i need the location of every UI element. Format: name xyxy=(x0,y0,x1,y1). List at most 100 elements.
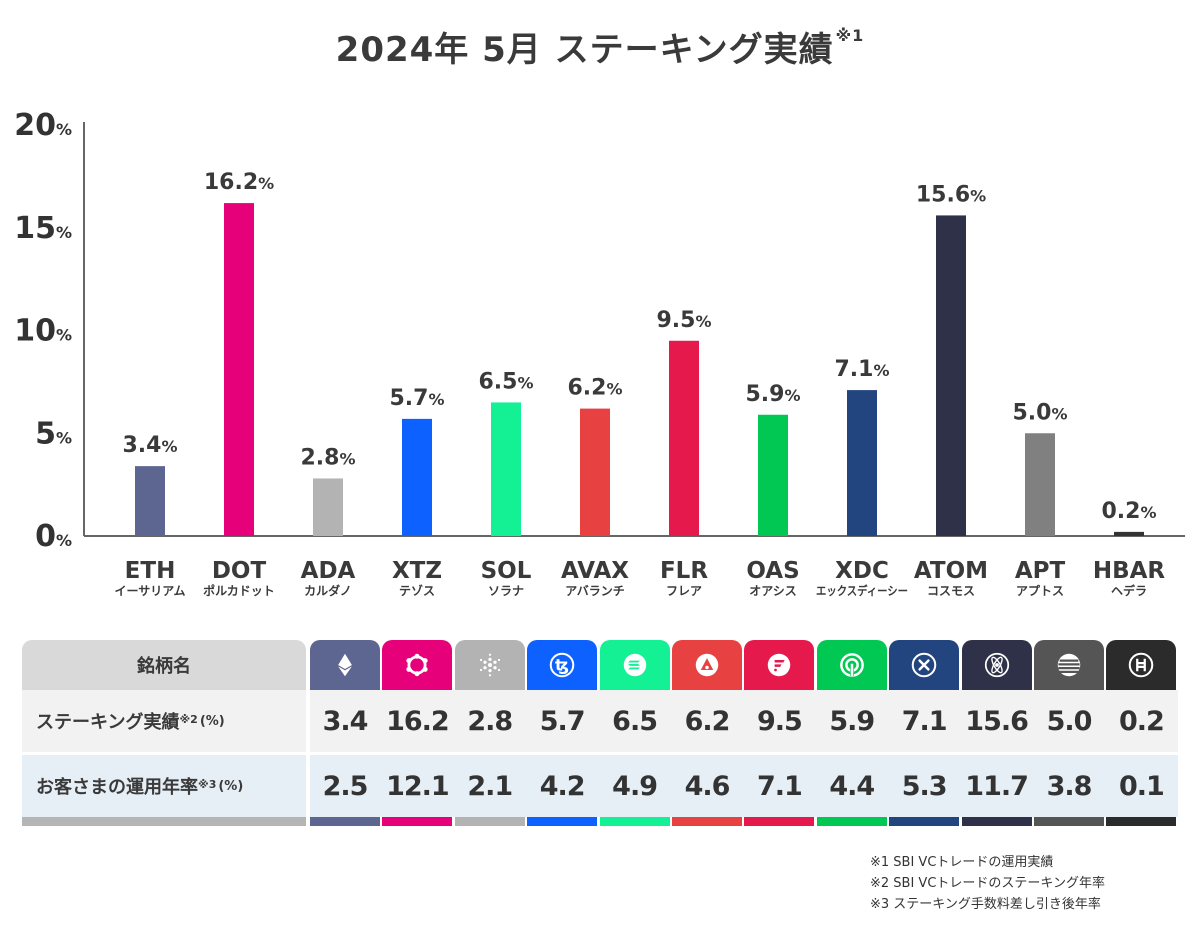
coin-header-flr xyxy=(744,640,815,690)
coin-column-ada: 2.8 2.1 xyxy=(454,640,525,826)
value-label-unit: % xyxy=(517,373,533,392)
coin-footer-xtz xyxy=(527,817,598,826)
staking-value-atom: 15.6 xyxy=(965,705,1029,737)
x-tick-label-apt: APT xyxy=(1015,558,1066,584)
annual-value-atom: 11.7 xyxy=(965,770,1029,802)
coin-footer-ada xyxy=(454,817,525,826)
staking-value-flr: 9.5 xyxy=(756,705,803,737)
value-label-unit: % xyxy=(970,186,986,205)
coin-footer-eth xyxy=(310,817,380,826)
tezos-icon: ꜩ xyxy=(549,652,575,678)
row-label-annual-mark: ※3 xyxy=(198,777,217,791)
row-background-annual xyxy=(310,755,1178,817)
coin-footer-atom xyxy=(961,817,1032,826)
bar-sol xyxy=(491,402,521,536)
annual-value-apt: 3.8 xyxy=(1046,770,1093,802)
value-label-unit: % xyxy=(606,380,622,399)
x-tick-kana-eth: イーサリアム xyxy=(115,584,186,598)
x-tick-label-oas: OAS xyxy=(746,558,799,584)
x-tick-label-atom: ATOM xyxy=(914,558,988,584)
x-tick-kana-xtz: テゾス xyxy=(399,583,435,598)
bar-avax xyxy=(580,408,610,536)
coin-column-oas: 5.9 4.4 xyxy=(816,640,887,826)
staking-value-avax: 6.2 xyxy=(684,705,731,737)
value-label-eth: 3.4% xyxy=(122,433,177,458)
y-tick-label: 5% xyxy=(35,416,72,451)
row-label-staking-unit: (%) xyxy=(199,713,225,729)
annual-value-sol: 4.9 xyxy=(612,770,658,802)
bar-ada xyxy=(313,478,343,536)
staking-value-apt: 5.0 xyxy=(1046,705,1093,737)
coin-footer-avax xyxy=(672,817,742,826)
annual-value-dot: 12.1 xyxy=(386,770,450,802)
x-tick-label-dot: DOT xyxy=(212,558,267,584)
row-label-annual-unit: (%) xyxy=(218,778,244,794)
coin-header-sol xyxy=(599,640,670,690)
value-label-atom: 15.6% xyxy=(916,182,986,207)
value-label-flr: 9.5% xyxy=(656,308,711,333)
ethereum-icon xyxy=(338,653,352,677)
coin-column-xtz: ꜩ 5.7 4.2 xyxy=(527,640,598,826)
x-tick-label-ada: ADA xyxy=(301,558,356,584)
value-label-unit: % xyxy=(1140,503,1156,522)
annual-value-eth: 2.5 xyxy=(322,770,369,802)
table-header-label: 銘柄名 xyxy=(22,640,306,690)
coin-column-avax: 6.2 4.6 xyxy=(672,640,742,826)
coin-header-oas xyxy=(816,640,887,690)
y-tick-unit: % xyxy=(56,428,72,447)
coin-footer-apt xyxy=(1034,817,1104,826)
coin-column-sol: 6.5 4.9 xyxy=(599,640,670,826)
row-background-staking xyxy=(310,690,1178,752)
footnotes: ※1 SBI VCトレードの運用実績 ※2 SBI VCトレードのステーキング年… xyxy=(870,852,1105,915)
row-label-annual-text: お客さまの運用年率 xyxy=(36,777,198,798)
x-tick-label-eth: ETH xyxy=(125,558,176,584)
chart-title: 2024年 5月 ステーキング実績 ※1 xyxy=(0,22,1200,71)
bar-flr xyxy=(669,340,699,536)
bar-dot xyxy=(224,203,254,536)
xdc-icon xyxy=(911,652,937,678)
footnote-3: ※3 ステーキング手数料差し引き後年率 xyxy=(870,897,1101,912)
row-label-staking: ステーキング実績 ※2 (%) xyxy=(22,690,306,752)
coin-footer-oas xyxy=(816,817,887,826)
coin-footer-sol xyxy=(599,817,670,826)
staking-value-xdc: 7.1 xyxy=(901,705,948,737)
row-label-staking-text: ステーキング実績 xyxy=(36,712,180,733)
coin-header-avax xyxy=(672,640,742,690)
coin-header-atom xyxy=(961,640,1032,690)
coin-column-flr: 9.5 7.1 xyxy=(744,640,815,826)
coin-column-dot: 16.2 12.1 xyxy=(382,640,453,826)
value-label-dot: 16.2% xyxy=(204,170,274,195)
value-label-unit: % xyxy=(258,174,274,193)
x-tick-kana-flr: フレア xyxy=(666,584,702,598)
x-tick-kana-sol: ソラナ xyxy=(488,584,524,598)
annual-value-xdc: 5.3 xyxy=(901,770,948,802)
table-label-footer xyxy=(22,817,306,826)
value-label-ada: 2.8% xyxy=(300,445,355,470)
row-label-annual: お客さまの運用年率 ※3 (%) xyxy=(22,755,306,817)
x-tick-kana-xdc: エックスディーシー xyxy=(816,583,908,598)
value-label-oas: 5.9% xyxy=(745,382,800,407)
coin-header-xtz: ꜩ xyxy=(527,640,598,690)
x-tick-label-xdc: XDC xyxy=(835,558,889,584)
x-tick-kana-apt: アプトス xyxy=(1016,583,1064,598)
y-tick-label: 20% xyxy=(14,108,72,143)
coin-column-atom: 15.6 11.7 xyxy=(961,640,1032,826)
coin-header-eth xyxy=(310,640,380,690)
chart-title-mark: ※1 xyxy=(835,26,865,45)
annual-value-avax: 4.6 xyxy=(684,770,731,802)
value-label-unit: % xyxy=(339,449,355,468)
x-tick-label-xtz: XTZ xyxy=(392,558,442,584)
row-label-staking-mark: ※2 xyxy=(179,712,198,726)
svg-text:ꜩ: ꜩ xyxy=(555,656,569,675)
y-tick-unit: % xyxy=(56,326,72,345)
avalanche-icon xyxy=(695,653,719,677)
coin-header-hbar xyxy=(1106,640,1177,690)
coin-column-xdc: 7.1 5.3 xyxy=(889,640,960,826)
row-separator xyxy=(22,752,1178,755)
value-label-sol: 6.5% xyxy=(478,369,533,394)
y-tick-unit: % xyxy=(56,223,72,242)
footnote-2: ※2 SBI VCトレードのステーキング年率 xyxy=(870,876,1106,891)
coin-footer-flr xyxy=(744,817,815,826)
coin-header-xdc xyxy=(889,640,960,690)
footnote-1: ※1 SBI VCトレードの運用実績 xyxy=(870,855,1054,870)
